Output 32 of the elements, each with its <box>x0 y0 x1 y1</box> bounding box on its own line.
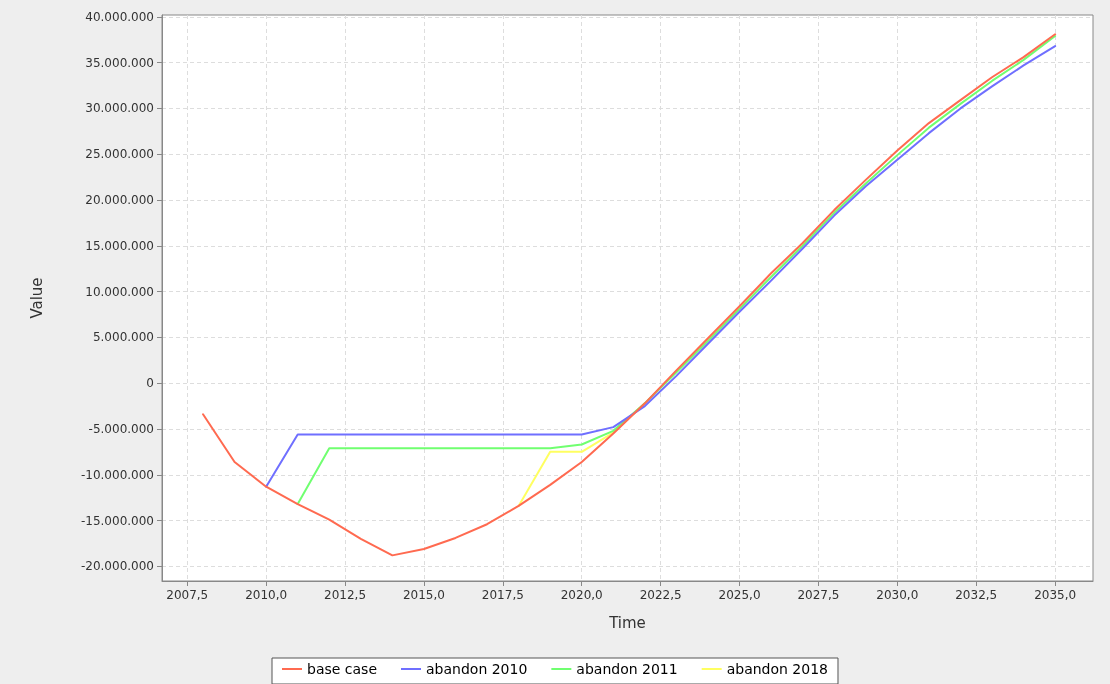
x-tick-label: 2035,0 <box>1034 588 1077 602</box>
y-tick-label: 35.000.000 <box>85 55 154 70</box>
y-tick-label: 30.000.000 <box>85 101 154 116</box>
y-tick-label: 15.000.000 <box>85 238 154 253</box>
line-series <box>202 33 1057 557</box>
y-tick-label: -5.000.000 <box>88 421 154 436</box>
y-tick-label: 40.000.000 <box>85 9 154 24</box>
x-tick-label: 2027,5 <box>797 588 840 602</box>
x-tick-label: 2015,0 <box>402 588 445 602</box>
legend-label: abandon 2011 <box>576 661 678 677</box>
x-tick-label: 2012,5 <box>324 588 367 602</box>
x-axis-title: Time <box>608 613 646 632</box>
y-tick-label: 10.000.000 <box>85 284 154 299</box>
x-tick-label: 2025,0 <box>718 588 761 602</box>
y-axis-title: Value <box>27 277 46 319</box>
y-tick-label: 20.000.000 <box>85 193 154 207</box>
x-tick-label: 2010,0 <box>245 588 288 602</box>
y-tick-label: 25.000.000 <box>85 147 154 162</box>
legend-label: base case <box>307 661 378 677</box>
x-tick-label: 2017,5 <box>481 588 524 602</box>
x-tick-label: 2030,0 <box>876 588 919 602</box>
y-tick-label: -10.000.000 <box>80 467 154 482</box>
x-tick-label: 2022,5 <box>639 588 682 602</box>
legend-label: abandon 2010 <box>426 661 528 677</box>
y-tick-label: -15.000.000 <box>80 513 154 528</box>
legend-label: abandon 2018 <box>726 661 828 677</box>
y-tick-label: -20.000.000 <box>80 559 154 574</box>
y-tick-label: 5.000.000 <box>92 330 154 345</box>
y-tick-label: 0 <box>146 376 154 391</box>
x-tick-label: 2007,5 <box>166 588 209 602</box>
x-tick-label: 2020,0 <box>560 588 603 602</box>
x-tick-label: 2032,5 <box>955 588 998 602</box>
